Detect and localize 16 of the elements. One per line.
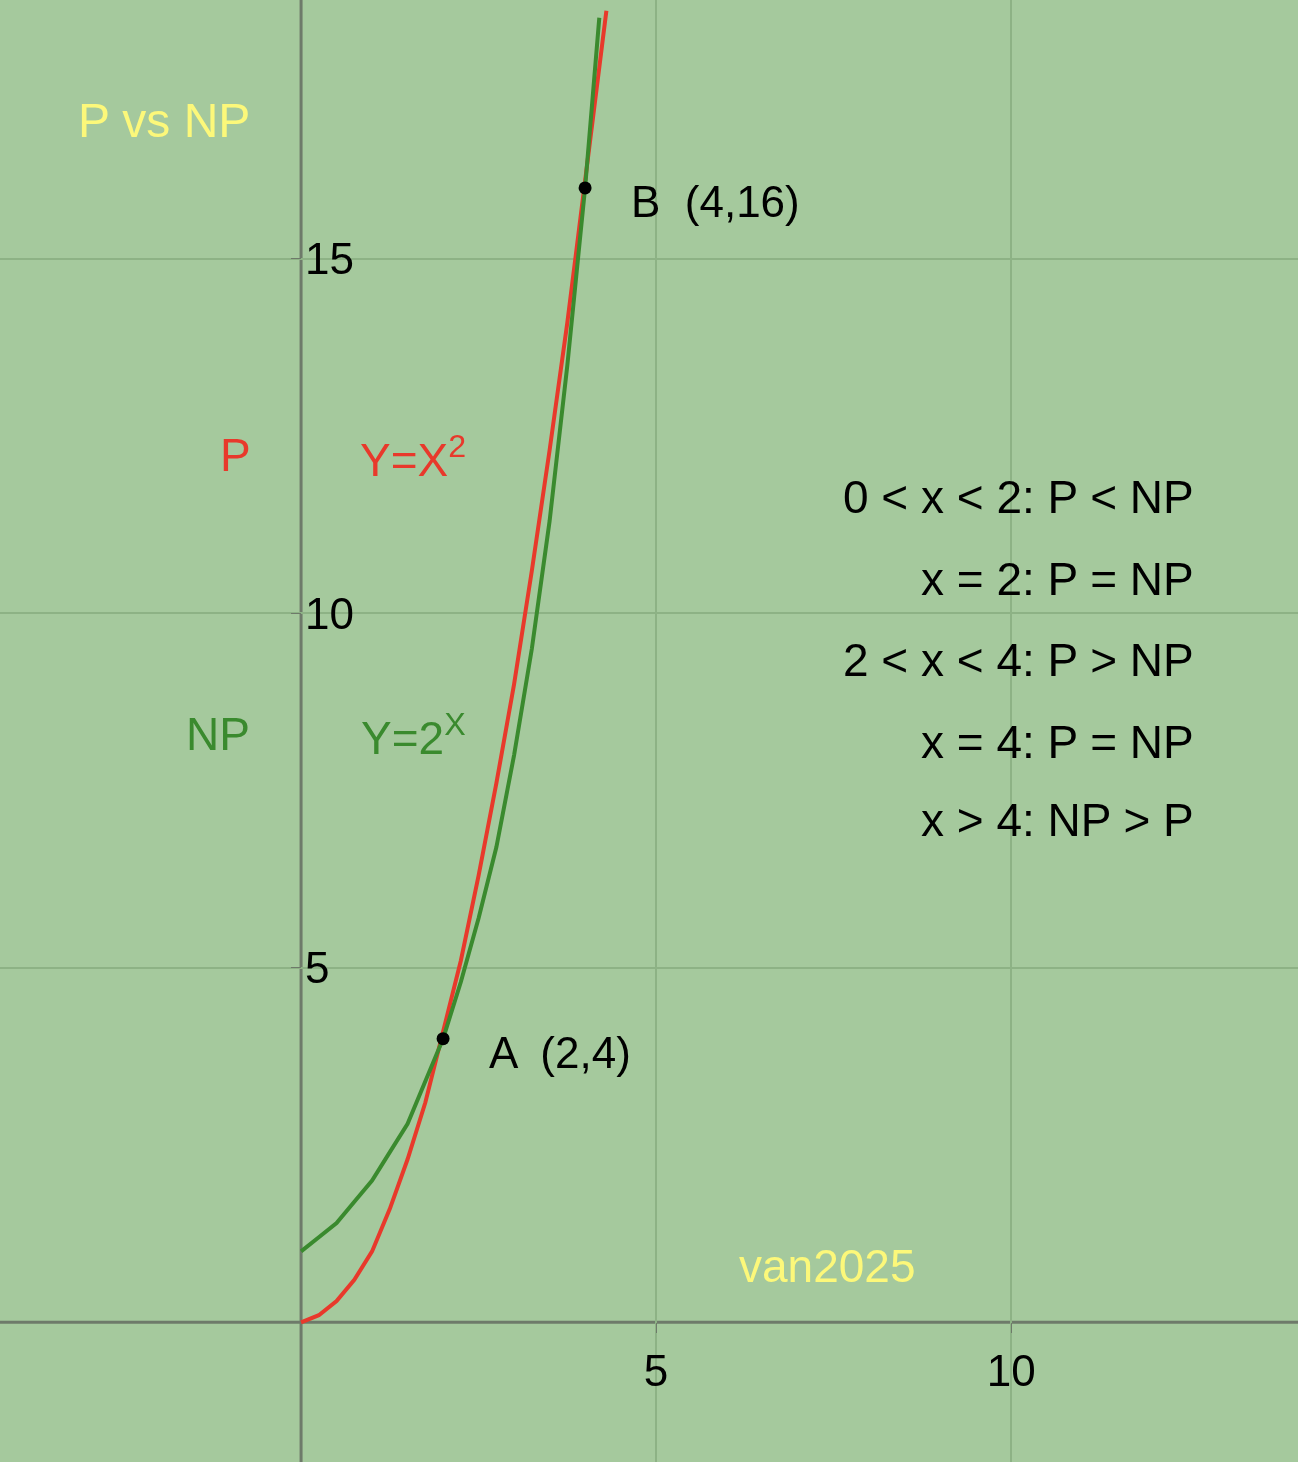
- annotation: 0 < x < 2: P < NP: [843, 471, 1194, 523]
- annotation: x > 4: NP > P: [921, 794, 1194, 846]
- text: P vs NP: [77, 93, 251, 147]
- annotation: B (4,16): [631, 177, 800, 226]
- y-tick-label: 15: [305, 234, 355, 284]
- annotation: van2025: [739, 1240, 916, 1292]
- text: P: [220, 429, 251, 481]
- y-tick-label: 5: [305, 943, 330, 993]
- annotation: Y=2$^{X}$: [361, 706, 466, 765]
- text: NP: [186, 708, 250, 760]
- y-tick-label: 10: [305, 588, 355, 638]
- annotation: Y=X$^{2}$: [360, 428, 467, 487]
- annotation: 2 < x < 4: P > NP: [843, 634, 1194, 686]
- annotation: x = 4: P = NP: [921, 716, 1194, 768]
- annotation: x = 2: P = NP: [921, 553, 1194, 605]
- annotation: A (2,4): [489, 1028, 631, 1077]
